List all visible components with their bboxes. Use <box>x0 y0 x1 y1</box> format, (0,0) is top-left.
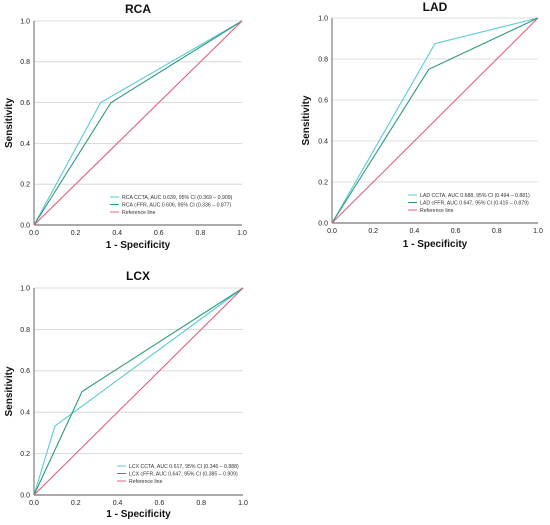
y-tick-label: 1.0 <box>20 18 30 25</box>
roc-panel-lcx: 0.00.0 0.2 0.2 0.4 0.4 0.6 0.6 0.8 0.8 1.0 1.0 LCX … <box>4 269 248 520</box>
y-tick-label: 0.6 <box>20 100 30 107</box>
legend-label: RCA cFFR, AUC 0.606, 95% CI (0.336 – 0.8… <box>122 202 232 208</box>
y-axis-label: Sensitivity <box>4 366 15 416</box>
legend-label: LCX CCTA, AUC 0.617, 95% CI (0.346 – 0.8… <box>129 464 239 470</box>
legend-label: LAD CCTA, AUC 0.688, 95% CI (0.494 – 0.8… <box>420 193 530 199</box>
cffr-roc-line <box>33 287 244 496</box>
y-tick-label: 1.0 <box>318 15 328 22</box>
legend-label: Reference line <box>129 479 163 485</box>
y-tick-label: 0.2 <box>20 182 30 189</box>
y-tick-label: 0.6 <box>318 97 328 104</box>
x-tick-label: 0.8 <box>492 228 502 235</box>
x-tick-label: 0.6 <box>451 228 461 235</box>
y-tick-label: 0.8 <box>318 56 328 63</box>
y-tick-label: 0.4 <box>20 141 30 148</box>
y-axis-label: Sensitivity <box>4 98 15 148</box>
x-tick-label: 0.0 <box>29 230 39 237</box>
legend-label: Reference line <box>122 210 156 216</box>
y-tick-label: 0.8 <box>20 59 30 66</box>
x-tick-label: 0.4 <box>410 228 420 235</box>
reference-line <box>331 17 539 224</box>
x-tick-label: 0.0 <box>327 228 337 235</box>
legend-label: LCX cFFR, AUC 0.647, 95% CI (0.385 – 0.9… <box>129 471 238 477</box>
x-tick-label: 0.2 <box>71 230 81 237</box>
cffr-roc-line <box>33 20 243 226</box>
y-tick-label: 0.2 <box>20 451 30 458</box>
x-tick-label: 1.0 <box>237 230 247 237</box>
ccta-roc-line <box>33 20 243 226</box>
x-tick-label: 0.0 <box>29 500 39 507</box>
y-tick-label: 0.4 <box>20 410 30 417</box>
x-tick-label: 0.6 <box>154 230 164 237</box>
y-tick-label: 0.2 <box>318 179 328 186</box>
cffr-roc-line <box>331 17 539 224</box>
legend-label: LAD cFFR, AUC 0.647, 95% CI (0.415 – 0.8… <box>420 200 529 206</box>
ccta-roc-line <box>33 287 244 496</box>
reference-line <box>33 20 243 226</box>
x-tick-label: 0.8 <box>196 230 206 237</box>
y-tick-label: 0.4 <box>318 138 328 145</box>
chart-title: RCA <box>125 2 151 16</box>
legend-label: Reference line <box>420 208 454 214</box>
chart-title: LAD <box>423 0 448 14</box>
roc-panel-lad: 0.00.0 0.2 0.2 0.4 0.4 0.6 0.6 0.8 0.8 1.0 1.0 LAD … <box>301 0 543 250</box>
chart-title: LCX <box>126 269 150 283</box>
x-tick-label: 0.2 <box>368 228 378 235</box>
x-axis-label: 1 - Specificity <box>106 509 171 520</box>
y-tick-label: 0.0 <box>20 492 30 499</box>
y-axis-label: Sensitivity <box>301 95 312 145</box>
x-tick-label: 0.4 <box>113 500 123 507</box>
y-tick-label: 0.0 <box>318 220 328 227</box>
x-tick-label: 1.0 <box>238 500 248 507</box>
y-tick-label: 0.0 <box>20 222 30 229</box>
x-axis-label: 1 - Specificity <box>106 240 171 251</box>
y-tick-label: 1.0 <box>20 285 30 292</box>
x-tick-label: 0.2 <box>71 500 81 507</box>
ccta-roc-line <box>331 17 539 224</box>
x-tick-label: 1.0 <box>533 228 543 235</box>
legend-label: RCA CCTA, AUC 0.639, 95% CI (0.369 – 0.9… <box>122 195 233 201</box>
roc-panel-rca: 0.00.0 0.2 0.2 0.4 0.4 0.6 0.6 0.8 0.8 1.0 1.0 RCA … <box>4 2 247 251</box>
x-tick-label: 0.4 <box>112 230 122 237</box>
y-tick-label: 0.8 <box>20 327 30 334</box>
x-axis-label: 1 - Specificity <box>403 239 468 250</box>
x-tick-label: 0.8 <box>196 500 206 507</box>
reference-line <box>33 287 244 496</box>
y-tick-label: 0.6 <box>20 368 30 375</box>
x-tick-label: 0.6 <box>155 500 165 507</box>
